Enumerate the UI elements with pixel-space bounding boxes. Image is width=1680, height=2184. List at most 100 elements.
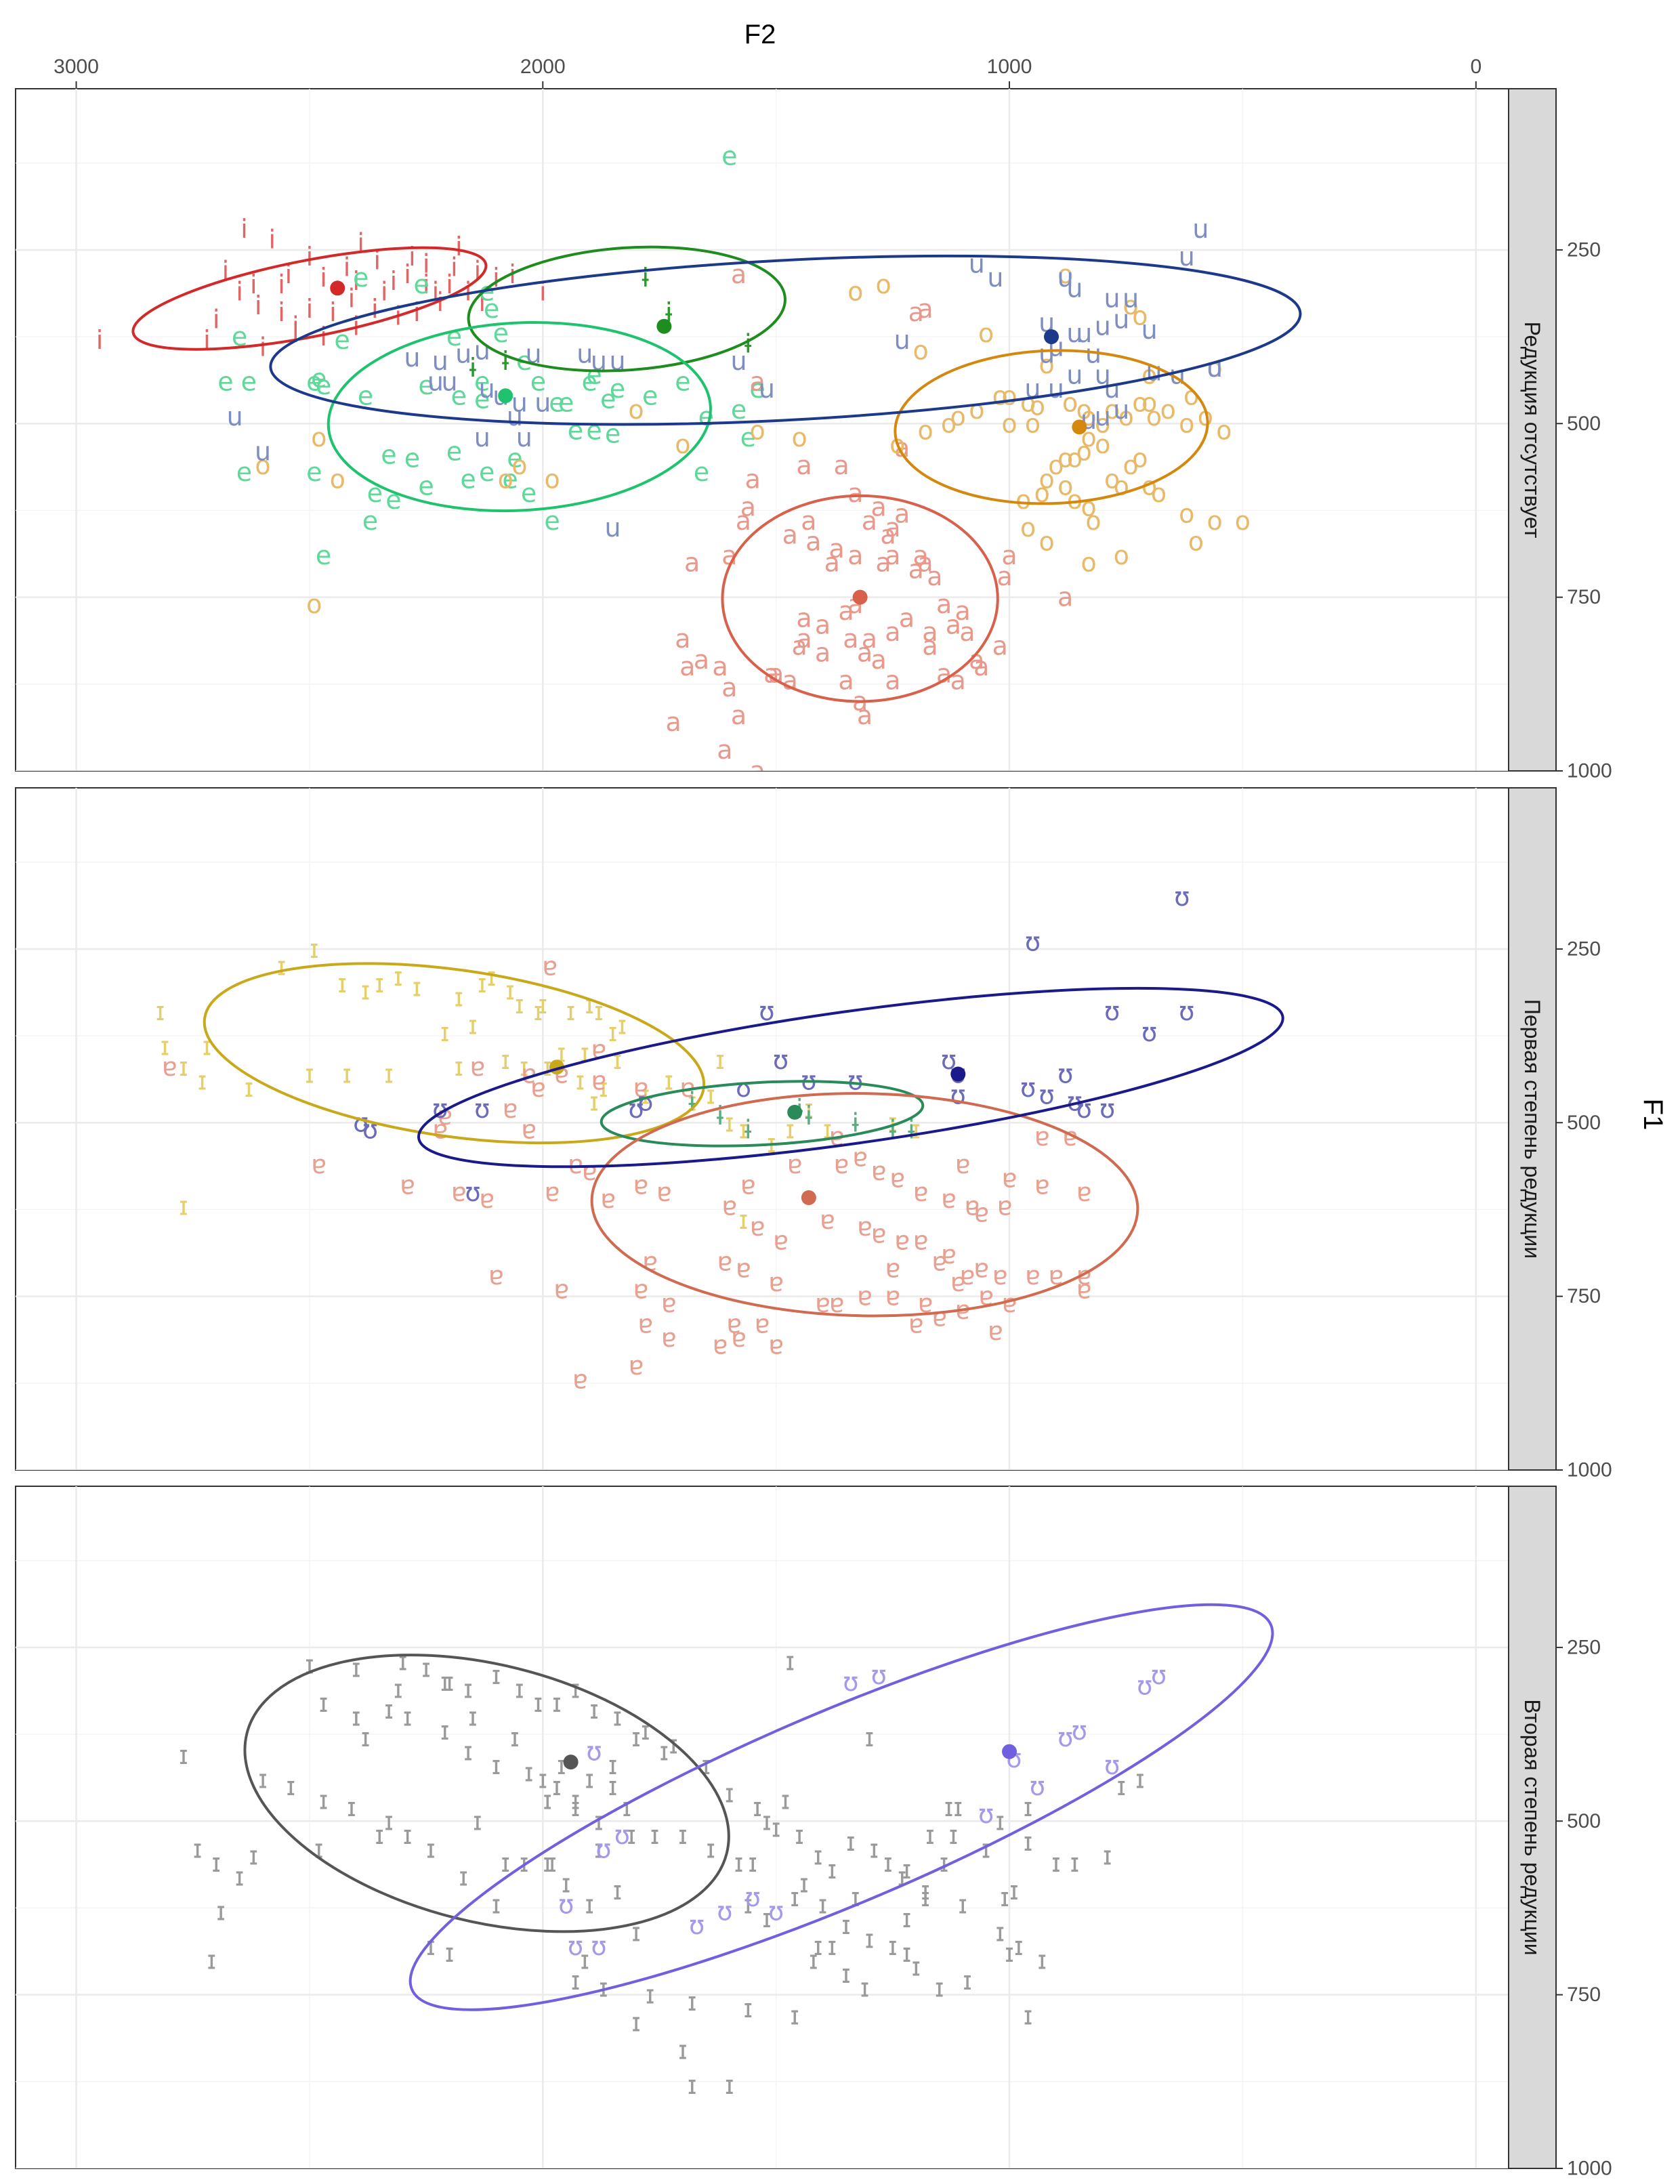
data-point: e (740, 423, 756, 453)
data-point: o (1146, 402, 1162, 432)
data-point: ɪ (921, 1883, 930, 1912)
data-point: ɪ (902, 1904, 911, 1933)
data-point: ɐ (965, 1191, 980, 1221)
data-point: ɪ (384, 1059, 394, 1089)
data-point: o (1057, 259, 1073, 289)
data-point: o (628, 395, 644, 425)
data-point: ɨ (665, 297, 673, 327)
data-point: o (1048, 450, 1064, 480)
data-point: ɪ (902, 1938, 911, 1968)
x-tick-label: 2000 (520, 56, 566, 78)
data-point: o (1179, 408, 1194, 438)
y-tick-label: 1000 (1567, 760, 1612, 782)
data-point: o (675, 429, 690, 459)
data-point: u (759, 374, 775, 404)
data-point: ɪ (510, 1723, 520, 1752)
data-point: ɨ (805, 1101, 813, 1131)
data-point: ɪ (440, 1017, 450, 1047)
data-point: ɪ (211, 1848, 221, 1878)
data-point: ɪ (599, 1073, 608, 1103)
data-point: i (292, 318, 299, 348)
data-point: u (1104, 374, 1120, 404)
data-point: ɪ (780, 1786, 790, 1815)
data-point: ɪ (678, 2036, 688, 2065)
data-point: ɪ (501, 1848, 510, 1878)
data-point: ɪ (982, 1834, 991, 1864)
data-point: e (358, 381, 373, 411)
data-point: ʊ (1057, 1723, 1073, 1752)
data-point: i (432, 276, 440, 306)
data-point: ɪ (762, 1806, 772, 1836)
data-point: o (1183, 381, 1199, 411)
data-point: e (316, 371, 331, 400)
mean-point (563, 1755, 579, 1770)
data-point: o (1141, 388, 1157, 418)
data-point: i (474, 256, 482, 286)
data-point: a (847, 541, 863, 570)
data-point: i (423, 270, 430, 299)
data-point: o (1132, 388, 1148, 418)
data-point: e (484, 294, 499, 324)
data-point: a (862, 506, 877, 536)
data-point: ɪ (179, 1052, 188, 1082)
data-point: ʊ (1174, 882, 1190, 912)
data-point: a (731, 259, 747, 289)
data-point: i (539, 276, 547, 306)
data-point: e (414, 270, 429, 299)
data-point: a (857, 638, 873, 668)
data-point: ʊ (614, 1820, 630, 1850)
data-point: e (675, 367, 690, 397)
y-tick-label: 750 (1567, 1285, 1601, 1307)
data-point: e (493, 318, 509, 348)
confidence-ellipse (408, 1603, 1274, 2011)
data-point: ɐ (918, 1288, 933, 1318)
mean-point (787, 1104, 803, 1120)
data-point: ʊ (759, 996, 774, 1026)
facet-strip-label: Вторая степень редукции (1520, 1699, 1545, 1955)
data-point: o (1132, 301, 1148, 331)
data-point: o (847, 276, 863, 306)
data-point: ɪ (207, 1945, 216, 1975)
data-point: ʊ (568, 1931, 583, 1961)
data-point: ɪ (617, 1011, 627, 1041)
data-point: u (1113, 304, 1129, 334)
data-point: ɪ (594, 1834, 604, 1864)
x-tick-label: 0 (1470, 56, 1482, 78)
data-point: ɪ (319, 1786, 329, 1815)
data-point: o (950, 402, 966, 432)
data-point: ɐ (908, 1309, 924, 1339)
data-point: o (1141, 471, 1157, 501)
data-point: ɪ (627, 1820, 636, 1850)
data-point: ɨ (469, 353, 477, 383)
data-point: i (269, 225, 276, 255)
data-point: o (1122, 291, 1138, 320)
data-point: u (1104, 284, 1120, 314)
data-point: e (362, 506, 378, 536)
data-point: ɪ (827, 1931, 837, 1961)
data-point: ɐ (1002, 1163, 1017, 1193)
data-point: ʊ (637, 1087, 653, 1117)
data-point: o (1104, 395, 1120, 425)
data-point: i (446, 270, 453, 299)
data-point: i (278, 297, 285, 327)
data-point: u (731, 346, 747, 376)
data-point: ɐ (488, 1261, 504, 1290)
data-point: o (1034, 478, 1050, 508)
data-point: ɪ (795, 1820, 804, 1850)
data-point: e (217, 367, 233, 397)
data-point: ɐ (542, 952, 558, 982)
data-point: ɪ (426, 1834, 436, 1864)
data-point: o (255, 450, 270, 480)
data-point: ɪ (585, 1889, 594, 1919)
data-point: ɪ (608, 1017, 618, 1047)
y-tick-label: 1000 (1567, 1459, 1612, 1482)
data-point: ɨ (908, 1115, 915, 1145)
data-point: ɪ (473, 1806, 482, 1836)
data-point: ɐ (1002, 1288, 1017, 1318)
data-point: ɐ (973, 1254, 989, 1284)
data-point: ɪ (543, 1786, 552, 1815)
data-point: e (316, 541, 331, 570)
data-point: a (946, 610, 961, 640)
